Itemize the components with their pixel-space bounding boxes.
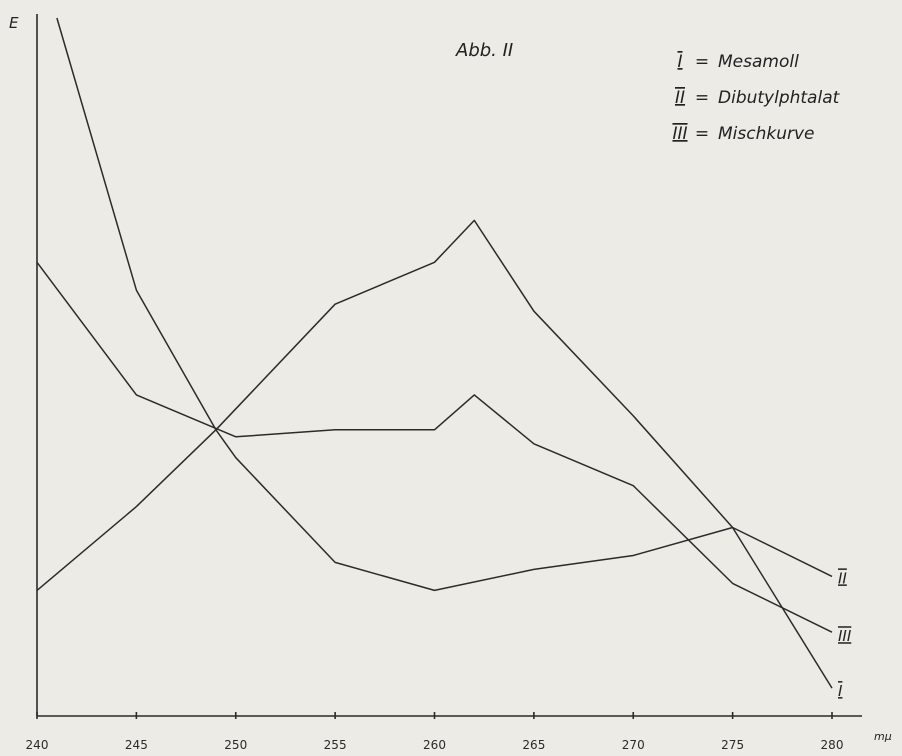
chart-title: Abb. II <box>455 40 513 61</box>
x-tick-label: 280 <box>821 738 844 752</box>
x-tick-label: 260 <box>423 738 446 752</box>
legend-item: II = Dibutylphtalat <box>675 88 841 108</box>
x-tick-label: 240 <box>26 738 49 752</box>
x-axis-unit-label: mμ <box>874 730 892 743</box>
series-line-ii <box>36 219 833 591</box>
legend-key: III <box>672 124 687 144</box>
legend-label: Mischkurve <box>718 124 815 144</box>
x-tick-label: 250 <box>224 738 247 752</box>
x-tick-label: 270 <box>622 738 645 752</box>
series-line-iii <box>36 261 833 633</box>
legend: I = Mesamoll II = Dibutylphtalat III = Mischkurv… <box>672 52 840 144</box>
x-tick-label: 275 <box>721 738 744 752</box>
labels-layer: Abb. II E mμ <box>9 14 892 743</box>
x-tick-label: 245 <box>125 738 148 752</box>
axes: 240 245 250 255 260 265 270 275 280 <box>26 14 862 752</box>
legend-item: I = Mesamoll <box>677 52 799 72</box>
x-tick-label: 255 <box>324 738 347 752</box>
legend-separator: = <box>695 88 709 108</box>
legend-separator: = <box>695 124 709 144</box>
y-axis-label: E <box>9 14 19 32</box>
series-end-label-ii: II <box>838 569 847 587</box>
series-line-i <box>56 17 833 689</box>
legend-item: III = Mischkurve <box>672 124 814 144</box>
series-end-label-i: I <box>838 682 843 700</box>
legend-label: Dibutylphtalat <box>718 88 841 108</box>
legend-key: I <box>677 52 682 72</box>
legend-separator: = <box>695 52 709 72</box>
legend-label: Mesamoll <box>718 52 799 72</box>
legend-key: II <box>675 88 685 108</box>
x-tick-label: 265 <box>522 738 545 752</box>
series-end-label-iii: III <box>838 627 852 645</box>
